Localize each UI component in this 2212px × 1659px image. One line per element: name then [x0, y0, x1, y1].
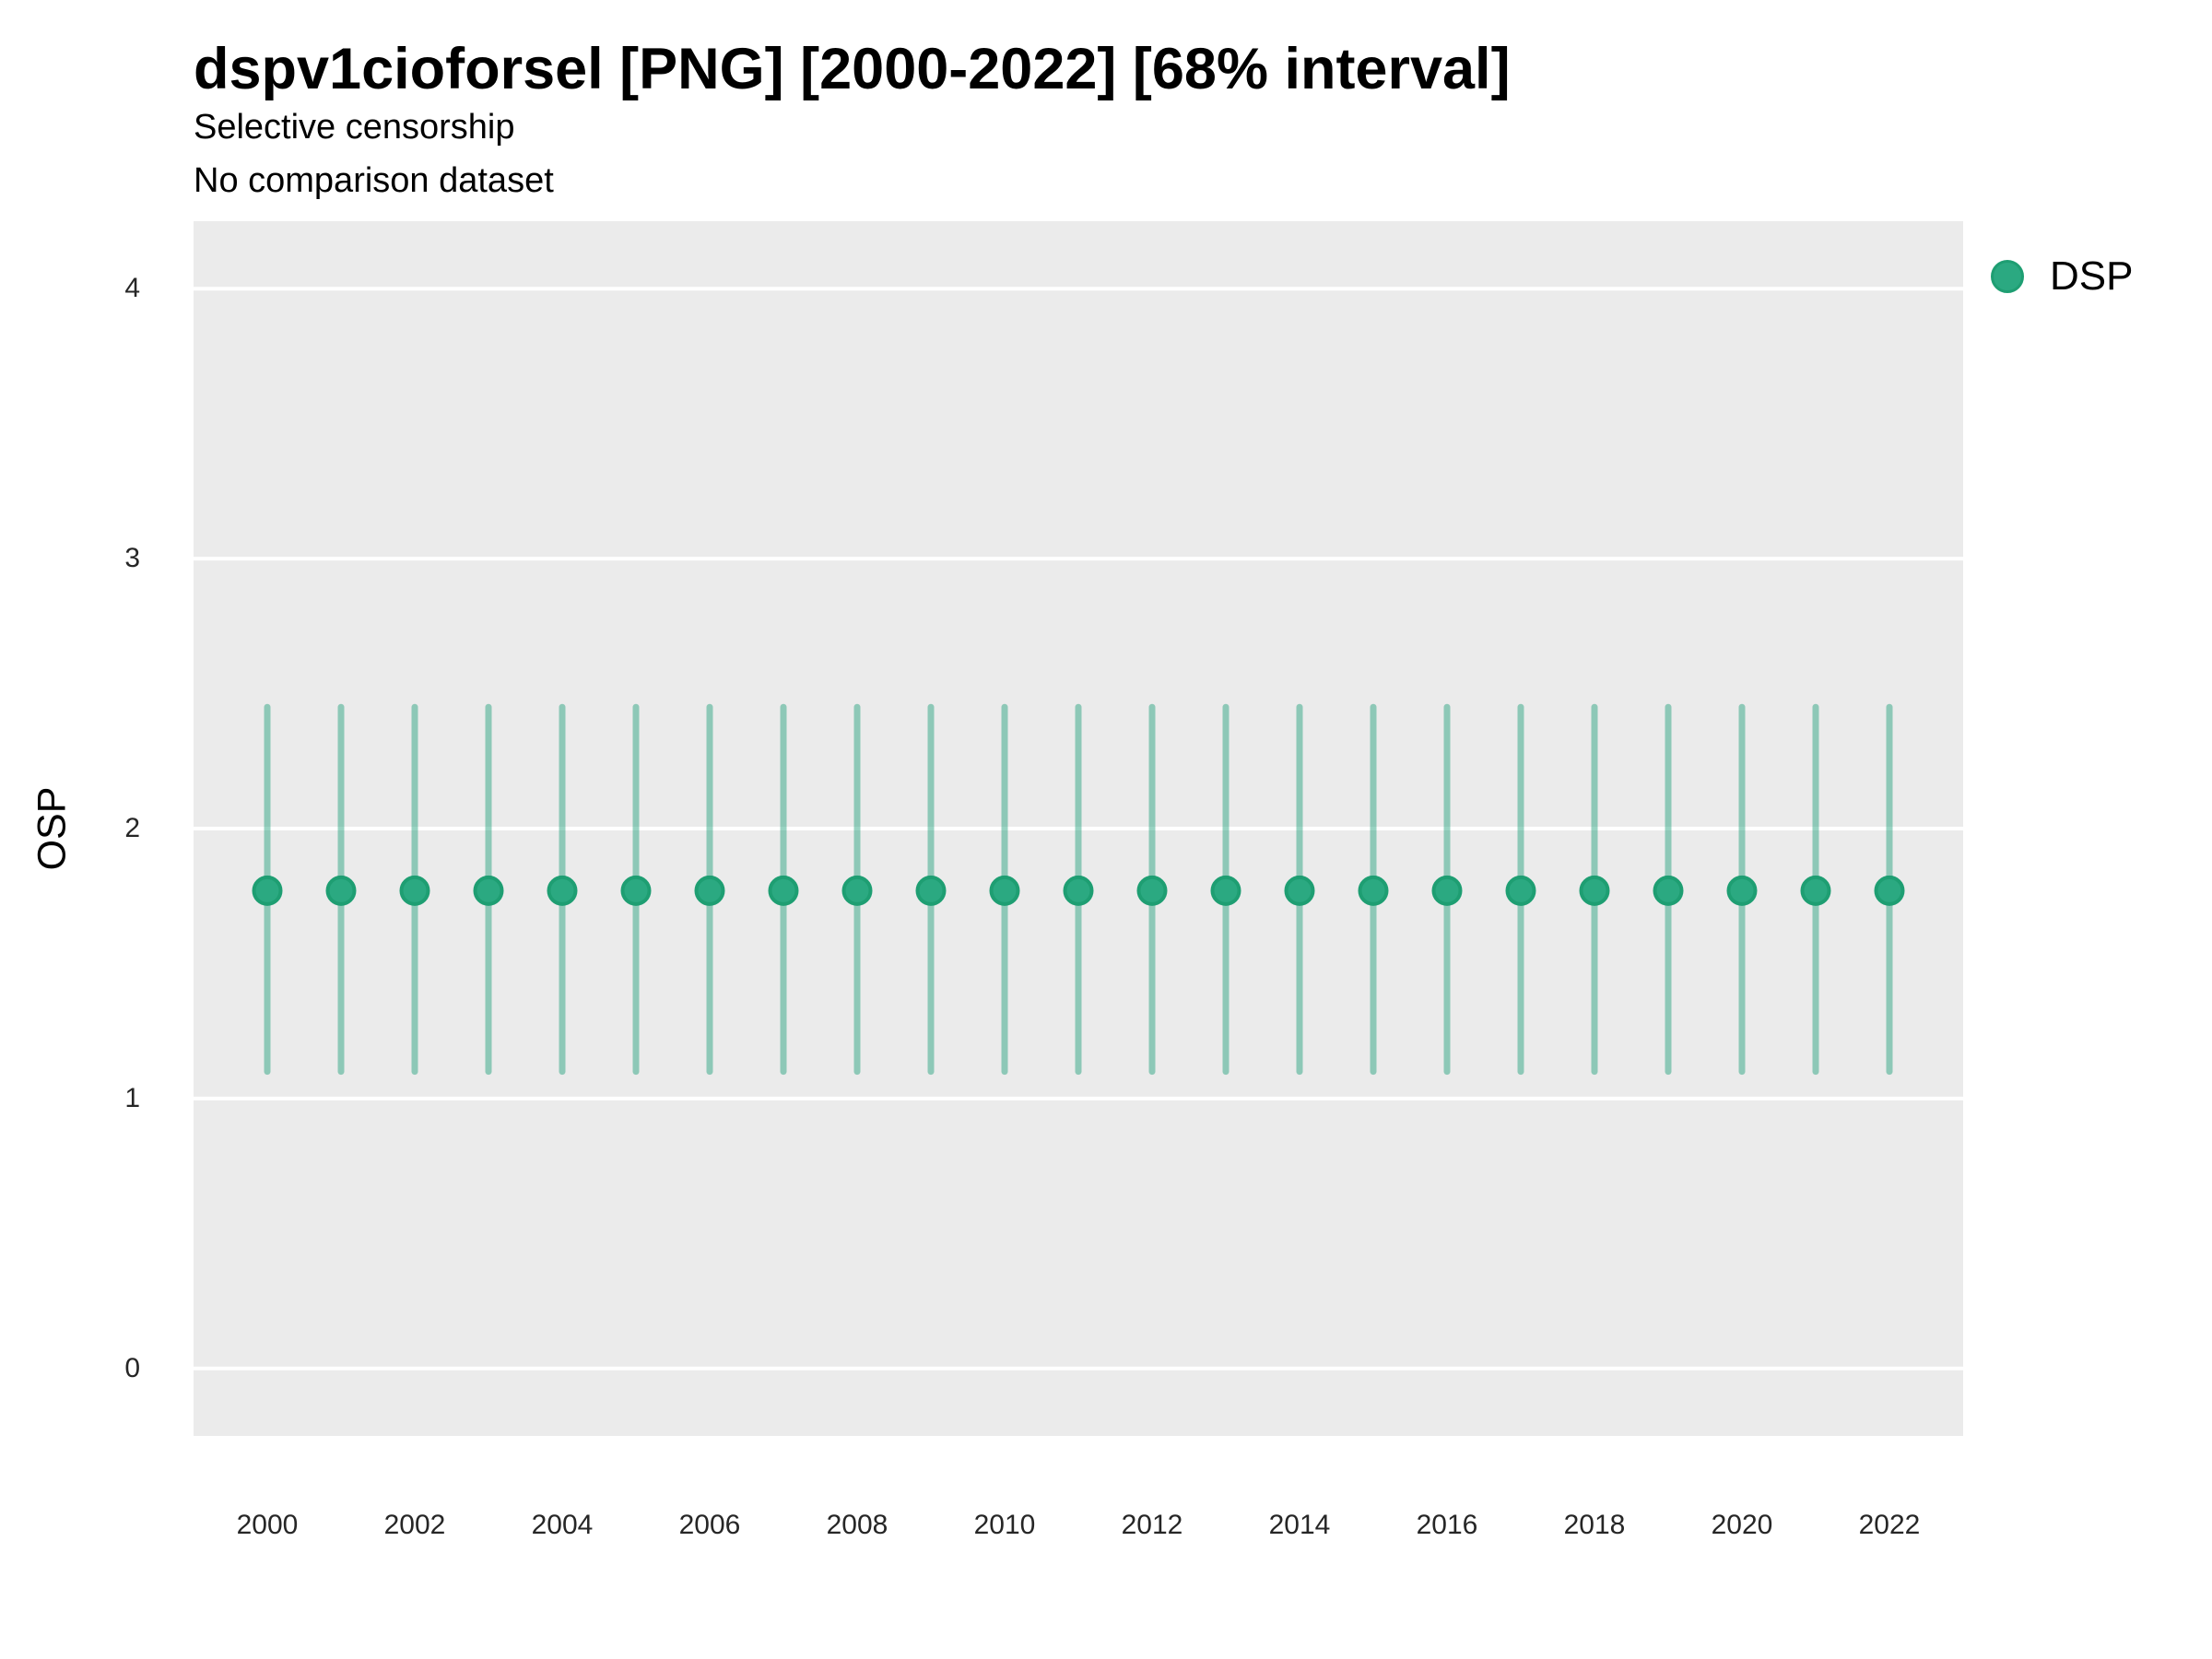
data-point-2013: [1210, 875, 1241, 906]
x-tick-label-2008: 2008: [826, 1510, 888, 1540]
data-point-2003: [473, 875, 504, 906]
data-point-2015: [1358, 875, 1389, 906]
x-tick-label-2016: 2016: [1416, 1510, 1478, 1540]
data-point-2001: [325, 875, 357, 906]
data-point-2012: [1136, 875, 1168, 906]
x-tick-label-2022: 2022: [1858, 1510, 1921, 1540]
data-point-2007: [768, 875, 799, 906]
data-point-2002: [399, 875, 430, 906]
data-point-2006: [694, 875, 725, 906]
data-point-2005: [620, 875, 652, 906]
data-point-2022: [1874, 875, 1905, 906]
data-point-2010: [989, 875, 1020, 906]
data-point-2016: [1431, 875, 1463, 906]
y-tick-label-4: 4: [124, 273, 140, 304]
chart-subtitle-2: No comparison dataset: [194, 161, 554, 200]
data-point-2019: [1653, 875, 1684, 906]
y-tick-label-3: 3: [124, 543, 140, 574]
x-tick-label-2000: 2000: [236, 1510, 299, 1540]
data-point-2009: [915, 875, 947, 906]
data-point-2004: [547, 875, 578, 906]
legend-label: DSP: [2050, 253, 2134, 299]
data-point-2011: [1063, 875, 1094, 906]
x-tick-label-2012: 2012: [1121, 1510, 1183, 1540]
x-tick-label-2010: 2010: [973, 1510, 1036, 1540]
data-point-2000: [252, 875, 283, 906]
data-point-2021: [1800, 875, 1831, 906]
data-point-2014: [1284, 875, 1315, 906]
x-tick-label-2014: 2014: [1268, 1510, 1331, 1540]
chart-title: dspv1cioforsel [PNG] [2000-2022] [68% in…: [194, 37, 1511, 101]
x-tick-label-2020: 2020: [1711, 1510, 1773, 1540]
x-tick-label-2018: 2018: [1563, 1510, 1626, 1540]
data-point-2018: [1579, 875, 1610, 906]
data-point-2008: [841, 875, 873, 906]
y-tick-label-2: 2: [124, 813, 140, 843]
data-point-2017: [1505, 875, 1536, 906]
x-tick-label-2006: 2006: [678, 1510, 741, 1540]
chart-subtitle: Selective censorship: [194, 108, 515, 147]
y-tick-label-0: 0: [124, 1352, 140, 1383]
legend-circle-icon: [1991, 260, 2024, 293]
data-point-2020: [1726, 875, 1758, 906]
legend: DSP: [1991, 249, 2133, 304]
y-tick-label-1: 1: [124, 1082, 140, 1113]
x-tick-label-2002: 2002: [383, 1510, 446, 1540]
x-tick-label-2004: 2004: [531, 1510, 594, 1540]
